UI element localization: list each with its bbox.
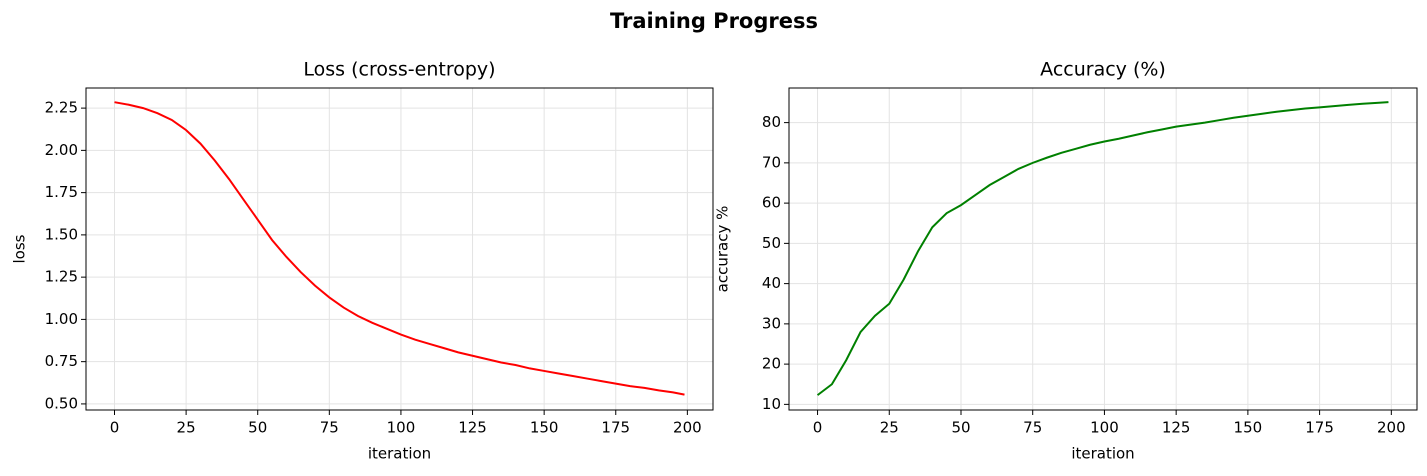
y-tick-label: 1.25 <box>45 268 78 286</box>
x-tick-label: 25 <box>177 419 196 437</box>
x-tick-label: 75 <box>320 419 339 437</box>
x-axis-label: iteration <box>1071 445 1134 463</box>
data-line <box>816 101 1389 396</box>
x-tick-label: 100 <box>387 419 416 437</box>
x-tick-label: 50 <box>951 419 970 437</box>
x-tick-label: 25 <box>880 419 899 437</box>
y-tick-label: 30 <box>762 314 781 332</box>
x-tick-label: 150 <box>530 419 559 437</box>
x-tick-label: 200 <box>1377 419 1406 437</box>
y-tick-label: 10 <box>762 395 781 413</box>
x-tick-label: 100 <box>1090 419 1119 437</box>
y-tick-label: 2.00 <box>45 141 78 159</box>
y-tick-label: 0.75 <box>45 352 78 370</box>
y-axis-label: loss <box>11 234 29 263</box>
axes-frame <box>85 87 714 411</box>
y-tick-label: 20 <box>762 355 781 373</box>
x-tick-label: 175 <box>601 419 630 437</box>
figure-title: Training Progress <box>610 9 818 33</box>
axes-frame <box>788 87 1418 411</box>
y-tick-label: 0.50 <box>45 394 78 412</box>
x-tick-label: 75 <box>1023 419 1042 437</box>
x-tick-label: 125 <box>1162 419 1191 437</box>
subplot-title: Loss (cross-entropy) <box>303 59 495 81</box>
y-tick-label: 80 <box>762 113 781 131</box>
x-tick-label: 50 <box>248 419 267 437</box>
y-tick-label: 1.50 <box>45 225 78 243</box>
data-line <box>114 101 685 396</box>
y-tick-label: 2.25 <box>45 99 78 117</box>
y-tick-label: 60 <box>762 194 781 212</box>
x-tick-label: 200 <box>673 419 702 437</box>
x-tick-label: 175 <box>1305 419 1334 437</box>
y-tick-label: 1.00 <box>45 310 78 328</box>
y-tick-label: 1.75 <box>45 183 78 201</box>
y-tick-label: 40 <box>762 274 781 292</box>
y-tick-label: 50 <box>762 234 781 252</box>
x-axis-label: iteration <box>368 445 431 463</box>
x-tick-label: 0 <box>813 419 823 437</box>
y-axis-label: accuracy % <box>714 206 732 293</box>
y-tick-label: 70 <box>762 153 781 171</box>
x-tick-label: 125 <box>458 419 487 437</box>
subplot-title: Accuracy (%) <box>1040 59 1166 81</box>
x-tick-label: 0 <box>110 419 120 437</box>
x-tick-label: 150 <box>1234 419 1263 437</box>
